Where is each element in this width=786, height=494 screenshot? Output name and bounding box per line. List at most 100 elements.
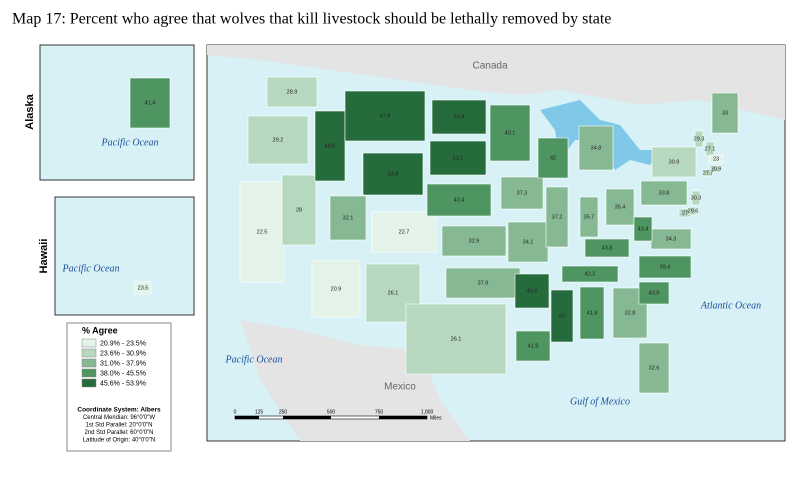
inset-label: Hawaii xyxy=(38,239,50,274)
state-value: 33.8 xyxy=(659,190,670,196)
state-value: 43.9 xyxy=(649,290,660,296)
legend-swatch xyxy=(81,348,97,358)
state xyxy=(405,303,507,375)
state-value: 52 xyxy=(559,313,565,319)
state-value: 42.2 xyxy=(585,271,596,277)
state-value: 40.1 xyxy=(505,130,516,136)
state xyxy=(344,90,426,142)
state-value: 27 xyxy=(682,210,688,216)
state xyxy=(694,130,704,148)
state xyxy=(578,125,614,171)
state xyxy=(703,169,713,177)
state xyxy=(638,255,692,279)
state xyxy=(638,281,670,305)
state xyxy=(545,186,569,248)
state-value: 23.5 xyxy=(138,285,149,291)
state xyxy=(314,110,346,182)
state xyxy=(281,174,317,246)
state-value: 28.9 xyxy=(287,89,298,95)
state xyxy=(239,181,285,283)
states: 41.4 23.5 28.9 29.2 22.5 28 48.6 47.8 53.8 32.1 22… xyxy=(129,76,739,394)
state xyxy=(579,286,605,340)
scale-tick: 125 xyxy=(255,409,264,415)
state xyxy=(266,76,318,108)
scale-tick: 250 xyxy=(279,409,288,415)
state xyxy=(550,289,574,343)
state-value: 33 xyxy=(722,110,728,116)
legend-label: 38.0% - 45.5% xyxy=(100,370,146,377)
state xyxy=(247,115,309,165)
state-value: 48.6 xyxy=(325,143,336,149)
legend-swatch xyxy=(81,338,97,348)
coordinate-line: Coordinate System: Albers xyxy=(77,407,161,414)
place-label: Canada xyxy=(472,61,507,72)
state-value: 41.4 xyxy=(145,100,156,106)
legend: 20.9% - 23.5% 23.6% - 30.9% 31.0% - 37.9% 3… xyxy=(81,338,146,387)
state xyxy=(489,104,531,162)
legend-swatch xyxy=(81,368,97,378)
state-value: 29.6 xyxy=(688,208,699,214)
state-value: 41.9 xyxy=(528,343,539,349)
state-value: 34.1 xyxy=(523,239,534,245)
scale-bar-segment xyxy=(235,416,259,419)
state-value: 53.8 xyxy=(388,171,399,177)
coordinate-line: Latitude of Origin: 40°0'0"N xyxy=(83,438,155,444)
state xyxy=(711,165,721,173)
state-value: 53.1 xyxy=(453,155,464,161)
hawaii-frame xyxy=(54,196,195,316)
legend-label: 45.6% - 53.9% xyxy=(100,380,146,387)
state xyxy=(584,238,630,258)
state xyxy=(708,154,724,164)
state-value: 22.7 xyxy=(399,229,410,235)
state xyxy=(429,140,487,176)
state-value: 35.4 xyxy=(615,204,626,210)
state-value: 30.3 xyxy=(691,195,702,201)
state xyxy=(515,330,551,362)
state xyxy=(633,216,653,242)
state-value: 28 xyxy=(296,207,302,213)
state xyxy=(329,195,367,241)
state xyxy=(579,196,599,238)
state xyxy=(371,211,437,253)
scale-bar-segment xyxy=(283,416,331,419)
ocean-label: Pacific Ocean xyxy=(225,354,283,365)
state-value: 26.1 xyxy=(451,336,462,342)
inset-label: Alaska xyxy=(24,93,36,129)
state-value: 43.8 xyxy=(602,245,613,251)
state-value: 22.5 xyxy=(257,229,268,235)
state xyxy=(514,273,550,309)
state-value: 37.3 xyxy=(517,190,528,196)
title: Map 17: Percent who agree that wolves th… xyxy=(12,11,611,28)
state-value: 42 xyxy=(550,155,556,161)
state xyxy=(711,92,739,134)
scale-tick: 500 xyxy=(327,409,336,415)
state-value: 37.2 xyxy=(552,214,563,220)
scale-tick: 750 xyxy=(375,409,384,415)
state-value: 27.1 xyxy=(705,146,716,152)
state-value: 30.9 xyxy=(711,166,722,172)
state xyxy=(605,188,635,226)
legend-swatch xyxy=(81,358,97,368)
coordinate-line: 1st Std Parallel: 20°0'0"N xyxy=(85,423,152,429)
state-value: 35.7 xyxy=(584,214,595,220)
scale-tick: 1,000 xyxy=(421,409,434,415)
legend-label: 23.6% - 30.9% xyxy=(100,350,146,357)
state-value: 53.9 xyxy=(454,114,465,120)
state xyxy=(134,281,152,295)
ocean-label: Pacific Ocean xyxy=(62,263,120,274)
state xyxy=(445,267,521,299)
state xyxy=(689,206,697,216)
state xyxy=(431,99,487,135)
state xyxy=(426,183,492,217)
scale-unit: Miles xyxy=(430,415,442,421)
scale-bar-segment xyxy=(379,416,427,419)
state-value: 32.6 xyxy=(649,365,660,371)
state-value: 32.8 xyxy=(625,310,636,316)
legend-label: 31.0% - 37.9% xyxy=(100,360,146,367)
state xyxy=(441,225,507,257)
state xyxy=(651,146,697,178)
state-value: 26.1 xyxy=(388,290,399,296)
state xyxy=(561,265,619,283)
